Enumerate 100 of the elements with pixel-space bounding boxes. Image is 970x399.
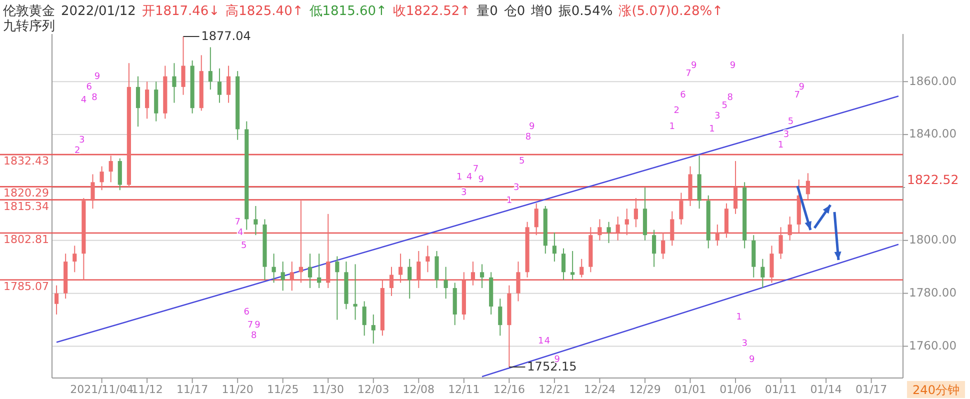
annotation: 7 — [247, 320, 254, 331]
annotation: 7 — [794, 90, 800, 100]
candlestick — [389, 266, 394, 296]
candlestick — [72, 245, 77, 273]
annotation: 9 — [730, 61, 736, 72]
x-tick-label: 11/20 — [222, 383, 254, 396]
x-tick-label: 11/25 — [267, 383, 299, 396]
candlestick — [362, 300, 366, 336]
text: 1822.52 — [907, 172, 959, 188]
candlestick — [770, 245, 774, 284]
annotation: 1 — [736, 312, 742, 323]
candlestick — [444, 266, 448, 300]
candlestick — [226, 65, 231, 104]
candlestick — [54, 284, 59, 315]
ref-line-label: 1815.34 — [4, 200, 49, 213]
text: 涨(5.07)0.28%↑ — [618, 4, 723, 19]
annotation: 5 — [722, 100, 728, 111]
x-tick-label: 2021/11/04 — [70, 383, 134, 396]
text: 高1825.40↑ — [226, 3, 304, 19]
annotation: 1 — [778, 140, 784, 151]
x-tick-label: 12/16 — [493, 383, 526, 396]
annotation: 9 — [691, 61, 698, 72]
y-tick-label: 1860.00 — [909, 74, 957, 88]
candlestick — [616, 216, 620, 241]
x-tick-label: 01/01 — [674, 383, 706, 396]
annotation: 9 — [254, 320, 261, 331]
candlestick — [580, 258, 584, 278]
annotation: 9 — [478, 174, 484, 186]
candlestick — [172, 62, 176, 104]
x-tick-label: 12/03 — [358, 383, 390, 396]
annotation: 6 — [86, 82, 92, 92]
candlestick — [561, 248, 566, 281]
annotation: 2 — [74, 146, 80, 156]
annotation: 1 — [709, 124, 715, 135]
x-tick-label: 12/29 — [629, 383, 661, 396]
text: 收1822.52↑ — [392, 4, 471, 19]
annotation: 8 — [727, 92, 734, 103]
text: 低1815.60↑ — [309, 4, 387, 19]
candlestick — [606, 221, 611, 244]
candlestick — [416, 250, 421, 289]
annotation: 4 — [466, 172, 472, 182]
candlestick — [208, 46, 212, 90]
annotation: 1 — [538, 336, 544, 346]
annotation: 7 — [234, 217, 240, 228]
annotation: 1 — [456, 172, 462, 182]
ref-line-label: 1832.43 — [4, 154, 49, 168]
annotation: 9 — [798, 82, 805, 92]
y-tick-label: 1840.00 — [909, 126, 957, 141]
x-tick-label: 01/11 — [764, 383, 797, 396]
candlestick — [353, 264, 358, 320]
annotation: 9 — [528, 122, 535, 132]
candlestick — [90, 174, 95, 210]
candlestick — [272, 253, 276, 284]
candlestick — [652, 229, 656, 268]
annotation: 9 — [748, 354, 755, 365]
annotation: 3 — [742, 339, 748, 350]
candlestick — [317, 253, 322, 289]
x-tick-label: 11/30 — [312, 383, 344, 396]
candlestick — [552, 232, 556, 262]
annotation: 5 — [241, 241, 247, 252]
x-tick-label: 01/17 — [855, 383, 888, 396]
x-tick-label: 11/12 — [131, 383, 163, 396]
annotation: 5 — [788, 116, 794, 127]
annotation: 3 — [714, 111, 720, 122]
x-tick-label: 12/24 — [584, 383, 616, 396]
y-tick-label: 1760.00 — [909, 338, 957, 352]
candlestick — [308, 253, 312, 289]
annotation: 8 — [92, 92, 98, 103]
annotation: 8 — [525, 132, 532, 143]
candlestick — [778, 226, 783, 260]
candlestick — [715, 224, 720, 246]
x-tick-label: 12/11 — [448, 383, 480, 396]
candlestick — [326, 213, 330, 289]
candlestick — [398, 253, 403, 284]
candlestick — [426, 245, 430, 273]
annotation: 3 — [461, 188, 467, 198]
annotation: 4 — [80, 96, 87, 106]
candlestick — [290, 261, 294, 292]
annotation: 4 — [544, 336, 550, 346]
x-tick-label: 11/17 — [176, 383, 208, 396]
text: 仓0 — [504, 4, 526, 19]
candlestick — [733, 160, 738, 214]
candlestick — [408, 258, 412, 300]
candlestick — [108, 155, 113, 183]
candlestick — [154, 81, 158, 122]
candlestick — [280, 261, 285, 292]
chart-subtitle: 2022/01/12 — [61, 4, 136, 19]
x-tick-label: 12/21 — [538, 383, 570, 396]
x-tick-label: 01/14 — [810, 383, 842, 396]
annotation: 6 — [680, 90, 686, 100]
annotation: 2 — [674, 106, 680, 116]
candlestick — [470, 261, 476, 286]
candlestick — [760, 258, 765, 289]
text: 九转序列 — [3, 18, 55, 34]
ref-line-label: 1785.07 — [4, 280, 49, 293]
candlestick — [145, 81, 150, 120]
candlestick — [788, 216, 792, 241]
x-axis-title: 240分钟 — [912, 383, 960, 397]
candlestick — [298, 200, 303, 284]
annotation: 6 — [244, 307, 250, 318]
